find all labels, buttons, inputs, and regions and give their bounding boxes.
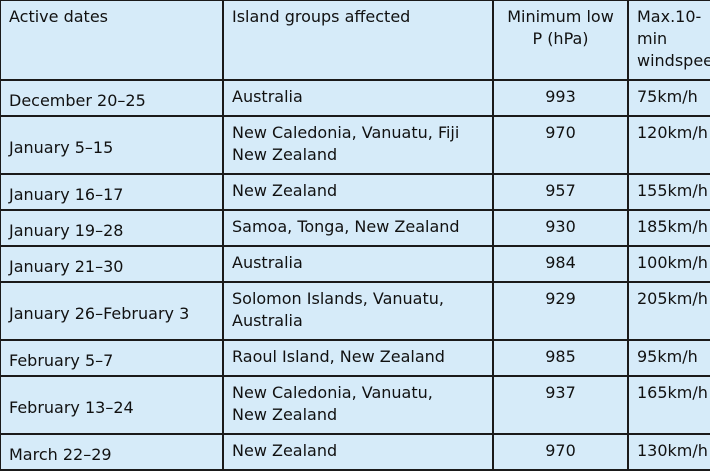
table-cell: Solomon Islands, Vanuatu, Australia	[222, 281, 494, 341]
cell-line: Australia	[232, 253, 303, 272]
table-cell: February 5–7	[0, 339, 224, 377]
table-cell: December 20–25	[0, 79, 224, 117]
header-row: Active dates Island groups affected Minimu…	[0, 0, 710, 81]
cell-line: January 5–15	[9, 138, 114, 157]
cell-line: Australia	[232, 311, 303, 330]
cell-line: New Caledonia, Vanuatu,	[232, 383, 433, 402]
table-row: February 13–24 New Caledonia, Vanuatu, New…	[0, 375, 710, 435]
table-cell: 120km/h	[627, 115, 710, 175]
table-cell: 970	[492, 433, 629, 471]
table-cell: Australia	[222, 245, 494, 283]
table-cell: New Caledonia, Vanuatu, Fiji New Zealand	[222, 115, 494, 175]
cell-line: February 5–7	[9, 351, 114, 370]
cell-line: New Zealand	[232, 181, 338, 200]
table-cell: 929	[492, 281, 629, 341]
table-cell: January 26–February 3	[0, 281, 224, 341]
table-body: December 20–25 Australia 993 75km/h January …	[0, 79, 710, 471]
table-cell: 985	[492, 339, 629, 377]
table-row: February 5–7 Raoul Island, New Zealand 985…	[0, 339, 710, 377]
table-cell: February 13–24	[0, 375, 224, 435]
table-cell: New Caledonia, Vanuatu, New Zealand	[222, 375, 494, 435]
table-cell: 100km/h	[627, 245, 710, 283]
cell-line: January 16–17	[9, 185, 124, 204]
header-cell: Minimum low P (hPa)	[492, 0, 629, 81]
table-cell: January 5–15	[0, 115, 224, 175]
table-cell: 970	[492, 115, 629, 175]
table-cell: 155km/h	[627, 173, 710, 211]
cell-line: December 20–25	[9, 91, 146, 110]
cell-line: March 22–29	[9, 445, 112, 464]
table-row: January 19–28 Samoa, Tonga, New Zealand 93…	[0, 209, 710, 247]
table-cell: March 22–29	[0, 433, 224, 471]
table-cell: 993	[492, 79, 629, 117]
table-cell: January 21–30	[0, 245, 224, 283]
table-cell: 130km/h	[627, 433, 710, 471]
table-row: January 21–30 Australia 984 100km/h	[0, 245, 710, 283]
cell-line: February 13–24	[9, 398, 134, 417]
header-cell: Island groups affected	[222, 0, 494, 81]
table-cell: Raoul Island, New Zealand	[222, 339, 494, 377]
table-row: January 5–15 New Caledonia, Vanuatu, Fiji…	[0, 115, 710, 175]
table-cell: 165km/h	[627, 375, 710, 435]
table-row: December 20–25 Australia 993 75km/h	[0, 79, 710, 117]
table-cell: January 16–17	[0, 173, 224, 211]
table-cell: 984	[492, 245, 629, 283]
cell-line: Australia	[232, 87, 303, 106]
table-cell: 930	[492, 209, 629, 247]
table-cell: 185km/h	[627, 209, 710, 247]
table-cell: 205km/h	[627, 281, 710, 341]
table-cell: 95km/h	[627, 339, 710, 377]
table-cell: 75km/h	[627, 79, 710, 117]
cell-line: January 21–30	[9, 257, 124, 276]
cell-line: January 26–February 3	[9, 304, 190, 323]
header-cell: Active dates	[0, 0, 224, 81]
cell-line: Samoa, Tonga, New Zealand	[232, 217, 460, 236]
cell-line: Solomon Islands, Vanuatu,	[232, 289, 444, 308]
table-cell: New Zealand	[222, 173, 494, 211]
table-row: January 26–February 3 Solomon Islands, Va…	[0, 281, 710, 341]
table-cell: Samoa, Tonga, New Zealand	[222, 209, 494, 247]
table-row: March 22–29 New Zealand 970 130km/h	[0, 433, 710, 471]
table-cell: 937	[492, 375, 629, 435]
cell-line: New Caledonia, Vanuatu, Fiji	[232, 123, 460, 142]
cell-line: January 19–28	[9, 221, 124, 240]
cell-line: New Zealand	[232, 405, 338, 424]
cell-line: New Zealand	[232, 441, 338, 460]
table-header: Active dates Island groups affected Minimu…	[0, 0, 710, 81]
table-cell: 957	[492, 173, 629, 211]
cell-line: Raoul Island, New Zealand	[232, 347, 445, 366]
table-cell: Australia	[222, 79, 494, 117]
table-cell: New Zealand	[222, 433, 494, 471]
table-row: January 16–17 New Zealand 957 155km/h	[0, 173, 710, 211]
table-cell: January 19–28	[0, 209, 224, 247]
cell-line: New Zealand	[232, 145, 338, 164]
header-cell: Max.10-min windspeed	[627, 0, 710, 81]
